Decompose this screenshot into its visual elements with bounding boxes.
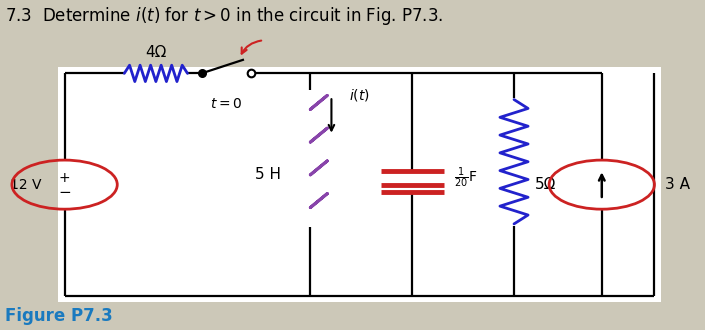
Text: −: − [59, 185, 71, 200]
Text: 3 A: 3 A [665, 177, 690, 192]
Text: $\frac{1}{20}$F: $\frac{1}{20}$F [454, 166, 477, 190]
Text: 5 H: 5 H [255, 167, 281, 182]
Text: 5Ω: 5Ω [535, 177, 556, 192]
Text: Figure P7.3: Figure P7.3 [5, 307, 113, 325]
Text: $t = 0$: $t = 0$ [210, 97, 243, 112]
Text: $i(t)$: $i(t)$ [349, 87, 370, 103]
Bar [58, 67, 661, 302]
Text: 4Ω: 4Ω [145, 45, 166, 60]
Text: 12 V: 12 V [10, 178, 42, 192]
Text: +: + [59, 171, 70, 185]
Text: 7.3  Determine $i(t)$ for $t > 0$ in the circuit in Fig. P7.3.: 7.3 Determine $i(t)$ for $t > 0$ in the … [5, 5, 443, 27]
